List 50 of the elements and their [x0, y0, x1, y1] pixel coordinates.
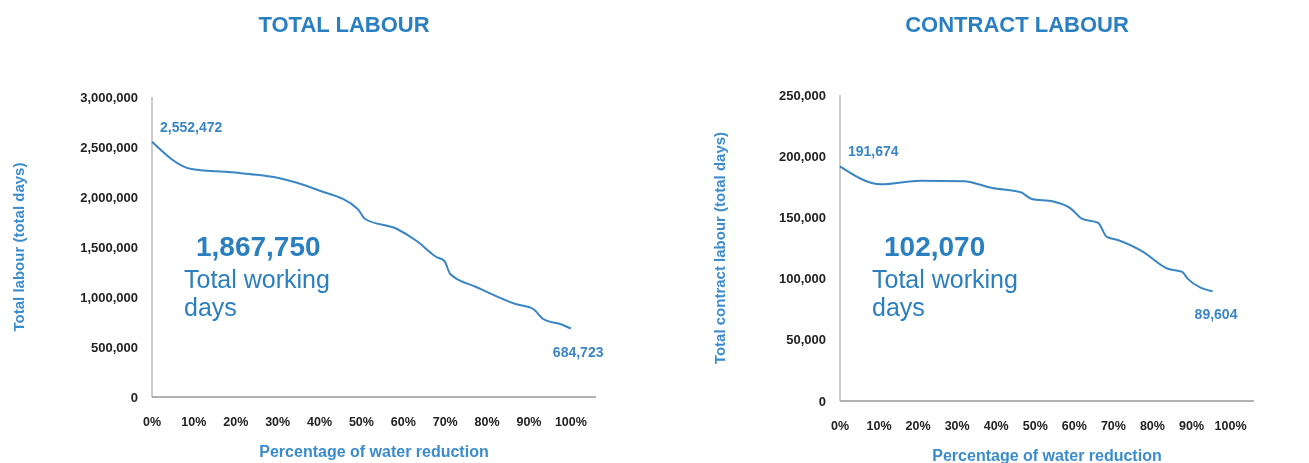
y-tick-label: 250,000	[779, 87, 826, 103]
y-tick-label: 0	[818, 393, 826, 409]
x-tick-label: 80%	[474, 415, 500, 429]
y-tick-label: 150,000	[779, 209, 826, 225]
x-tick-label: 100%	[1214, 419, 1247, 433]
x-tick-label: 90%	[516, 415, 542, 429]
y-tick-label: 50,000	[786, 332, 826, 348]
annotation: 2,552,472	[160, 118, 223, 135]
y-tick-label: 3,000,000	[80, 89, 138, 105]
y-tick-label: 1,000,000	[80, 289, 138, 305]
annotation: Total working days	[872, 265, 1018, 321]
x-tick-label: 30%	[944, 419, 970, 433]
y-axis-title: Total labour (total days)	[10, 162, 27, 332]
line-series	[151, 140, 572, 330]
y-tick-label: 2,500,000	[80, 139, 138, 155]
x-tick-label: 70%	[1100, 419, 1126, 433]
y-tick-label: 500,000	[91, 339, 138, 355]
x-tick-label: 40%	[983, 419, 1009, 433]
x-tick-label: 0%	[830, 419, 850, 433]
chart-title: TOTAL LABOUR	[258, 12, 430, 37]
x-tick-label: 50%	[1022, 419, 1048, 433]
annotation: 1,867,750	[196, 231, 321, 262]
chart-title: CONTRACT LABOUR	[905, 12, 1129, 37]
x-tick-label: 0%	[142, 415, 162, 429]
y-tick-label: 0	[130, 389, 138, 405]
x-tick-label: 60%	[1061, 419, 1087, 433]
x-tick-label: 60%	[390, 415, 416, 429]
x-tick-label: 20%	[905, 419, 931, 433]
x-tick-label: 80%	[1139, 419, 1165, 433]
annotation: Total working days	[184, 265, 330, 321]
y-tick-label: 1,500,000	[80, 239, 138, 255]
x-tick-label: 100%	[554, 415, 587, 429]
x-tick-label: 50%	[348, 415, 374, 429]
x-tick-label: 10%	[866, 419, 892, 433]
annotation: 89,604	[1194, 306, 1238, 323]
x-tick-label: 10%	[181, 415, 207, 429]
annotation: 102,070	[884, 231, 986, 262]
annotation: 684,723	[552, 343, 604, 360]
x-tick-label: 90%	[1178, 419, 1205, 433]
x-tick-label: 20%	[223, 415, 249, 429]
x-tick-label: 30%	[265, 415, 291, 429]
y-tick-label: 200,000	[779, 148, 826, 164]
y-axis-title: Total contract labour (total days)	[711, 131, 728, 365]
y-tick-label: 100,000	[779, 271, 826, 287]
x-tick-label: 70%	[432, 415, 458, 429]
y-tick-label: 2,000,000	[80, 189, 138, 205]
x-axis-title: Percentage of water reduction	[259, 443, 489, 460]
line-series	[839, 165, 1214, 293]
annotation: 191,674	[848, 143, 899, 160]
x-tick-label: 40%	[307, 415, 333, 429]
